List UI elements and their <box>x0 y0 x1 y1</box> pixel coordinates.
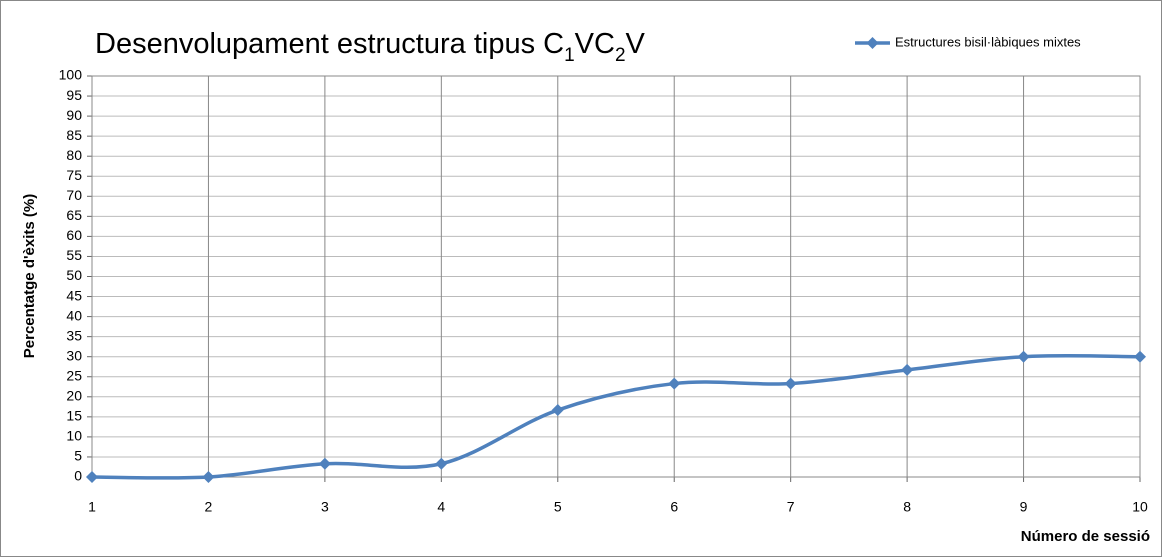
x-tick-label: 4 <box>437 499 445 515</box>
title-part: Desenvolupament estructura tipus C <box>95 28 564 60</box>
x-tick-label: 3 <box>321 499 329 515</box>
plot-border <box>91 75 1141 478</box>
y-tick-label: 95 <box>66 87 82 103</box>
x-tick-label: 5 <box>554 499 562 515</box>
x-tick-label: 6 <box>670 499 678 515</box>
data-point <box>202 471 215 483</box>
y-tick-label: 15 <box>66 408 82 424</box>
x-tick-label: 10 <box>1132 499 1148 515</box>
data-point <box>435 457 448 470</box>
y-tick-label: 45 <box>66 287 82 303</box>
data-point <box>784 377 797 390</box>
y-tick-label: 85 <box>66 127 82 143</box>
data-point <box>86 471 98 483</box>
data-line <box>91 353 1141 480</box>
y-tick-label: 20 <box>66 388 82 404</box>
legend-label: Estructures bisil·làbiques mixtes <box>895 34 1081 49</box>
x-tick-label: 8 <box>903 499 911 515</box>
y-tick-label: 40 <box>66 307 82 323</box>
data-point <box>318 457 331 470</box>
y-tick-label: 0 <box>74 468 82 484</box>
x-tick-label: 1 <box>88 499 96 515</box>
x-tick-label: 7 <box>787 499 795 515</box>
y-tick-label: 90 <box>66 107 82 123</box>
y-tick-label: 10 <box>66 428 82 444</box>
x-tick-label: 2 <box>205 499 213 515</box>
y-tick-label: 35 <box>66 327 82 343</box>
y-tick-label: 70 <box>66 187 82 203</box>
y-tick-label: 60 <box>66 227 82 243</box>
y-axis-label: Percentatge d'èxits (%) <box>21 194 38 358</box>
title-part: V <box>626 28 646 60</box>
y-tick-label: 55 <box>66 247 82 263</box>
y-tick-label: 80 <box>66 147 82 163</box>
data-point <box>1134 350 1146 363</box>
y-tick-label: 5 <box>74 448 82 464</box>
data-point <box>1017 350 1030 363</box>
x-axis-label: Número de sessió <box>1021 528 1150 545</box>
data-point <box>551 404 564 417</box>
data-point <box>901 363 914 376</box>
legend-marker <box>866 37 879 49</box>
y-tick-label: 30 <box>66 347 82 363</box>
y-tick-label: 65 <box>66 207 82 223</box>
title-part: 1 <box>564 45 575 66</box>
y-tick-label: 50 <box>66 267 82 283</box>
title-part: 2 <box>615 45 626 66</box>
data-point <box>668 377 681 390</box>
title-part: VC <box>575 28 615 60</box>
y-tick-label: 75 <box>66 167 82 183</box>
x-tick-label: 9 <box>1020 499 1028 515</box>
y-tick-label: 25 <box>66 367 82 383</box>
y-tick-label: 100 <box>59 67 83 83</box>
chart-title: Desenvolupament estructura tipus C1VC2V <box>95 28 646 66</box>
